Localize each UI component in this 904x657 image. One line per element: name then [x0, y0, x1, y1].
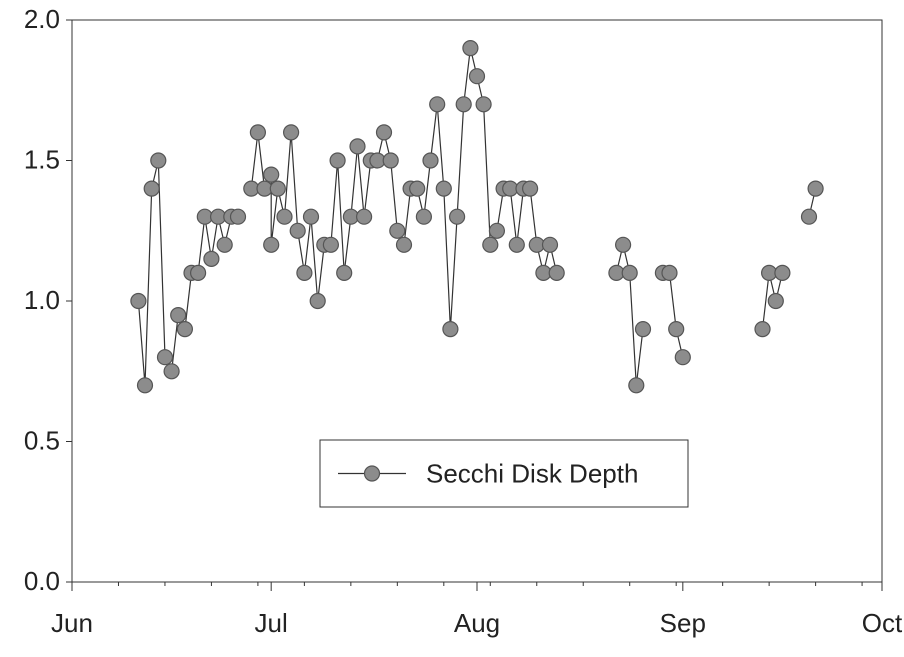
axes-layer: 0.0 0.5 1.0 1.5 2.0 Jun Jul Aug Sep Oct: [24, 4, 903, 638]
data-point: [807, 180, 824, 197]
data-point: [541, 236, 559, 253]
data-point: [229, 208, 247, 225]
data-point: [322, 236, 339, 253]
y-tick-label: 0.0: [24, 566, 60, 596]
data-point: [216, 236, 233, 253]
data-point: [468, 68, 486, 85]
data-point: [628, 377, 645, 394]
data-point: [382, 152, 399, 169]
legend-label: Secchi Disk Depth: [426, 459, 638, 489]
data-point: [302, 208, 320, 225]
data-point: [449, 208, 466, 225]
data-point: [136, 377, 154, 394]
data-point: [329, 152, 346, 169]
data-point: [800, 208, 818, 225]
x-tick-label: Oct: [862, 608, 903, 638]
y-tick-label: 2.0: [24, 4, 60, 34]
data-point: [130, 292, 147, 310]
data-point: [356, 208, 373, 225]
data-point: [170, 307, 187, 324]
data-point: [661, 264, 678, 281]
data-point: [203, 250, 220, 267]
y-tick-label: 1.0: [24, 285, 60, 315]
data-point: [389, 222, 406, 239]
data-point: [296, 264, 313, 281]
data-point: [442, 321, 459, 338]
data-point: [283, 124, 300, 141]
x-tick-label: Jun: [51, 608, 93, 638]
data-point: [754, 321, 771, 338]
data-point: [409, 180, 426, 197]
data-point: [475, 96, 492, 113]
data-point: [156, 349, 174, 366]
series-points-layer: [130, 39, 824, 394]
data-point: [415, 208, 432, 225]
data-point: [621, 264, 638, 281]
data-point: [455, 96, 472, 113]
data-point: [488, 222, 505, 239]
series-line-segment: [137, 160, 238, 386]
data-point: [163, 363, 180, 380]
data-point: [422, 152, 439, 169]
series-line-segment: [761, 272, 783, 330]
data-point: [263, 166, 280, 183]
data-point: [521, 180, 539, 197]
data-point: [263, 236, 280, 253]
data-point: [435, 180, 452, 197]
data-point: [482, 236, 499, 253]
data-point: [774, 264, 791, 281]
x-tick-label: Aug: [454, 608, 500, 638]
data-point: [336, 264, 353, 281]
data-point: [634, 321, 652, 338]
x-tick-label: Jul: [255, 608, 288, 638]
data-point: [767, 292, 784, 310]
data-point: [614, 236, 632, 253]
x-tick-label: Sep: [660, 608, 706, 638]
series-line-segment: [662, 272, 684, 358]
data-point: [349, 138, 366, 155]
data-point: [190, 264, 207, 281]
data-point: [249, 124, 266, 141]
data-point: [668, 321, 685, 338]
data-point: [150, 152, 167, 169]
data-point: [429, 96, 446, 113]
data-point: [375, 124, 393, 141]
data-point: [176, 321, 193, 338]
data-point: [143, 180, 160, 197]
data-point: [269, 180, 286, 197]
data-point: [548, 264, 565, 281]
y-tick-label: 1.5: [24, 145, 60, 175]
data-point: [462, 39, 479, 57]
data-point: [674, 349, 691, 366]
y-tick-label: 0.5: [24, 426, 60, 456]
legend-marker: [363, 465, 381, 482]
data-point: [309, 292, 326, 310]
legend: Secchi Disk Depth: [319, 439, 689, 508]
data-point: [276, 208, 293, 225]
data-point: [289, 222, 306, 239]
data-point: [508, 236, 525, 253]
data-point: [395, 236, 413, 253]
